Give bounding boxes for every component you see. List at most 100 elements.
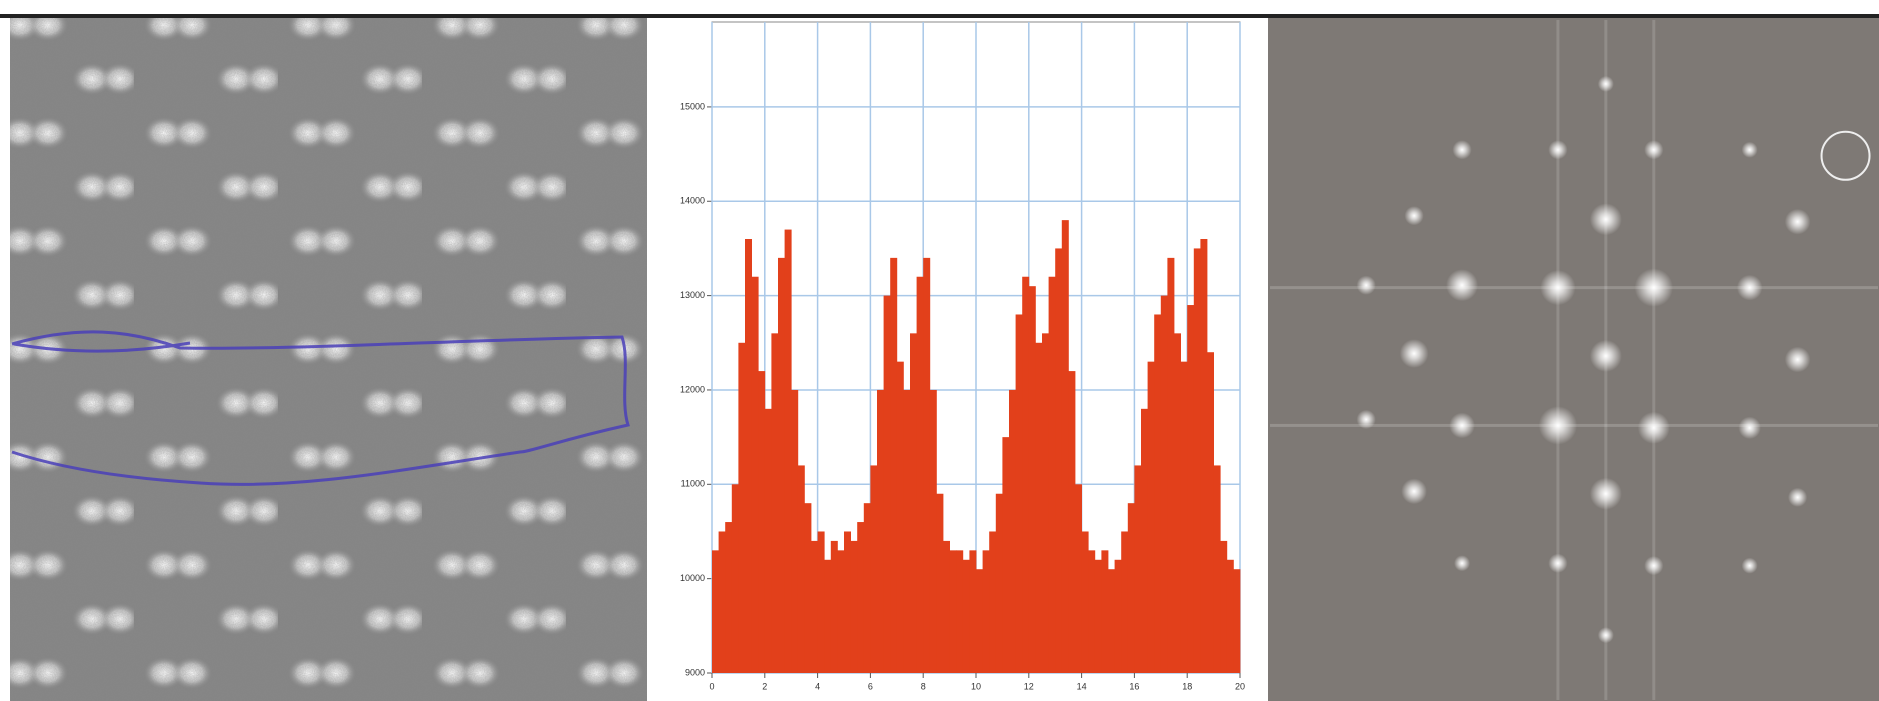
bar [982, 550, 990, 673]
bar [883, 295, 891, 673]
bar [1127, 503, 1135, 673]
bar [962, 559, 970, 673]
bar [1101, 550, 1109, 673]
marker-circle [1820, 130, 1871, 181]
spot [1741, 557, 1758, 574]
spot [1548, 553, 1568, 573]
x-tick-label: 12 [1024, 681, 1034, 691]
y-tick-label: 13000 [680, 290, 705, 300]
spot [1356, 275, 1376, 295]
bar [784, 229, 792, 673]
bar [712, 550, 719, 673]
bar [1022, 276, 1030, 673]
bar [830, 540, 838, 673]
spot [1589, 477, 1622, 510]
bar [731, 484, 739, 673]
bar [1220, 540, 1228, 673]
bar [850, 540, 858, 673]
bar [1042, 333, 1049, 673]
spot [1637, 411, 1670, 444]
x-tick-label: 14 [1077, 681, 1087, 691]
spot [1788, 487, 1808, 507]
bar [1055, 248, 1063, 673]
bar [1068, 371, 1076, 673]
spot [1401, 478, 1427, 505]
y-tick-label: 9000 [685, 667, 705, 677]
x-tick-label: 18 [1182, 681, 1192, 691]
top-border [0, 14, 1879, 18]
x-tick-label: 10 [971, 681, 981, 691]
spot [1644, 140, 1664, 160]
bar [863, 503, 871, 673]
bar [1088, 550, 1096, 673]
bar [995, 493, 1003, 673]
spot [1452, 140, 1472, 160]
bar [1075, 484, 1082, 673]
spot [1634, 268, 1673, 307]
spot [1538, 406, 1578, 445]
bar [1147, 361, 1155, 673]
bar [910, 333, 917, 673]
spot [1738, 416, 1761, 440]
bar [817, 531, 825, 673]
bar [949, 550, 957, 673]
y-tick-label: 11000 [681, 479, 705, 489]
bar [1141, 408, 1148, 673]
bar [1108, 569, 1115, 673]
bar [1233, 569, 1241, 673]
selection-outline [11, 330, 630, 486]
bar [718, 531, 726, 673]
bar [923, 257, 931, 673]
bar [725, 522, 733, 673]
spot [1540, 270, 1576, 306]
streak [1556, 20, 1560, 700]
bar [758, 371, 766, 673]
spot [1784, 346, 1811, 373]
x-tick-label: 20 [1235, 681, 1245, 691]
bar [745, 239, 752, 673]
bar [1121, 531, 1129, 673]
bar [1160, 295, 1168, 673]
bar [896, 361, 904, 673]
spot [1784, 208, 1811, 235]
bar [1035, 342, 1043, 673]
spot [1404, 206, 1424, 226]
spot [1449, 412, 1475, 439]
bar [956, 550, 964, 673]
micrograph [10, 18, 647, 701]
y-tick-label: 14000 [680, 196, 705, 206]
bar [778, 257, 785, 673]
bar [837, 550, 845, 673]
spot [1644, 556, 1664, 576]
bar [989, 531, 997, 673]
spot [1548, 140, 1568, 160]
bar [1180, 361, 1188, 673]
bar [870, 465, 878, 673]
y-tick-label: 10000 [680, 573, 705, 583]
bar [857, 522, 865, 673]
bar [1015, 314, 1023, 673]
bar [929, 389, 937, 673]
bar [1002, 437, 1010, 673]
x-tick-label: 6 [868, 681, 873, 691]
bar [1187, 305, 1195, 673]
fft-image [1268, 18, 1879, 701]
spot [1446, 269, 1479, 302]
spot [1736, 274, 1763, 301]
bar [1167, 257, 1175, 673]
bar [976, 569, 983, 673]
bar [1154, 314, 1162, 673]
bar [1134, 465, 1142, 673]
x-tick-label: 0 [709, 681, 714, 691]
bar [1193, 248, 1201, 673]
bar [791, 389, 799, 673]
bar [1207, 352, 1214, 673]
bar [943, 540, 950, 673]
spot [1356, 409, 1376, 430]
streak [1652, 20, 1656, 700]
bar [771, 333, 779, 673]
bar [877, 389, 884, 673]
bar [751, 276, 759, 673]
bar [1081, 531, 1089, 673]
bar [1094, 559, 1102, 673]
